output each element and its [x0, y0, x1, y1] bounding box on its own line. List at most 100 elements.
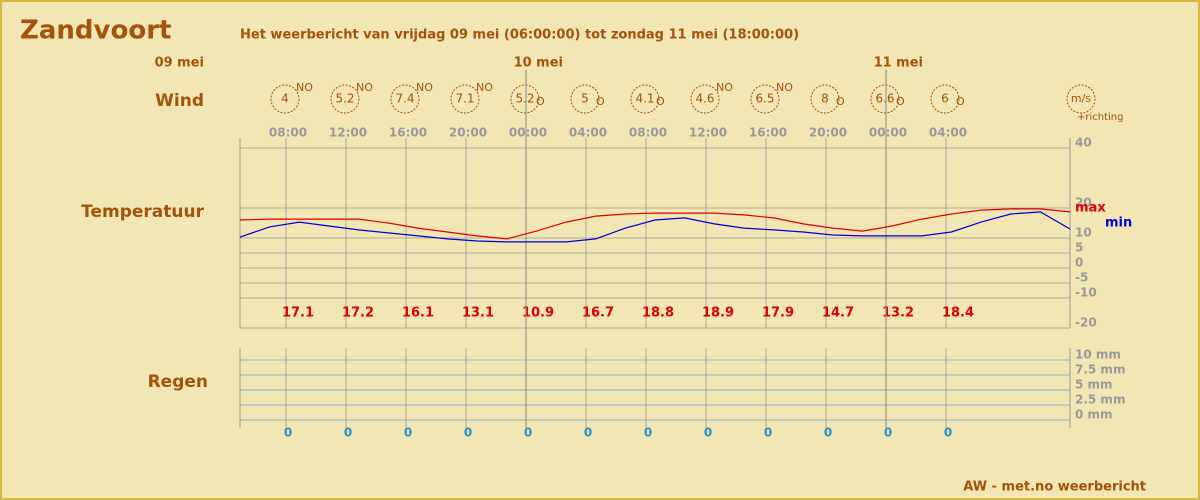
- rain-value: 0: [704, 426, 712, 440]
- y-tick-label: 20: [1075, 196, 1092, 210]
- time-label: 00:00: [509, 126, 547, 140]
- wind-speed: 6.6: [875, 92, 894, 106]
- wind-circle: [570, 84, 600, 114]
- temperature-label: Temperatuur: [81, 202, 204, 222]
- temperature-value: 14.7: [822, 306, 854, 321]
- wind-speed: 5.2: [335, 92, 354, 106]
- time-label: 20:00: [449, 126, 487, 140]
- temperature-value: 17.1: [282, 306, 314, 321]
- y-tick-label: -20: [1075, 316, 1097, 330]
- rain-value: 0: [404, 426, 412, 440]
- wind-circle: [270, 84, 300, 114]
- y-tick-label: 5 mm: [1075, 378, 1113, 392]
- rain-value: 0: [524, 426, 532, 440]
- temperature-value: 17.2: [342, 306, 374, 321]
- time-label: 16:00: [749, 126, 787, 140]
- time-label: 04:00: [929, 126, 967, 140]
- temperature-value: 16.1: [402, 306, 434, 321]
- y-tick-label: 40: [1075, 136, 1092, 150]
- wind-speed: 5: [581, 92, 589, 106]
- temperature-line: [239, 208, 1071, 240]
- y-tick-label: 2.5 mm: [1075, 393, 1125, 407]
- wind-direction: O: [956, 95, 965, 108]
- wind-direction: NO: [356, 81, 373, 94]
- temperature-value: 17.9: [762, 306, 794, 321]
- time-label: 00:00: [869, 126, 907, 140]
- legend-label: max: [1075, 201, 1106, 216]
- y-tick-label: -10: [1075, 286, 1097, 300]
- wind-direction: O: [896, 95, 905, 108]
- time-label: 12:00: [689, 126, 727, 140]
- rain-value: 0: [884, 426, 892, 440]
- wind-speed: 7.1: [455, 92, 474, 106]
- wind-circle: [810, 84, 840, 114]
- wind-direction: O: [536, 95, 545, 108]
- legend-label: min: [1105, 216, 1132, 231]
- time-label: 08:00: [269, 126, 307, 140]
- rain-label: Regen: [148, 372, 208, 392]
- wind-circle: [750, 84, 780, 114]
- rain-value: 0: [944, 426, 952, 440]
- y-tick-label: -5: [1075, 271, 1088, 285]
- rain-value: 0: [584, 426, 592, 440]
- temperature-value: 18.8: [642, 306, 674, 321]
- wind-circle: [930, 84, 960, 114]
- wind-direction: NO: [776, 81, 793, 94]
- wind-direction: NO: [716, 81, 733, 94]
- wind-speed: 4.6: [695, 92, 714, 106]
- wind-direction: NO: [476, 81, 493, 94]
- wind-speed: 4: [281, 92, 289, 106]
- temperature-value: 10.9: [522, 306, 554, 321]
- temperature-value: 13.1: [462, 306, 494, 321]
- rain-value: 0: [824, 426, 832, 440]
- wind-speed: 5.2: [515, 92, 534, 106]
- temperature-value: 18.4: [942, 306, 974, 321]
- wind-circle: [510, 84, 540, 114]
- wind-circle: [390, 84, 420, 114]
- wind-unit: m/s: [1071, 92, 1091, 105]
- y-tick-label: 0 mm: [1075, 408, 1113, 422]
- rain-value: 0: [464, 426, 472, 440]
- rain-value: 0: [344, 426, 352, 440]
- wind-direction: NO: [296, 81, 313, 94]
- y-tick-label: 0: [1075, 256, 1083, 270]
- wind-speed: 7.4: [395, 92, 414, 106]
- wind-direction: O: [836, 95, 845, 108]
- wind-circle: [630, 84, 660, 114]
- wind-circle: [870, 84, 900, 114]
- footer: AW - met.no weerbericht: [963, 480, 1146, 495]
- time-label: 20:00: [809, 126, 847, 140]
- wind-circle: [330, 84, 360, 114]
- wind-direction: NO: [416, 81, 433, 94]
- wind-speed: 6.5: [755, 92, 774, 106]
- wind-circle: [690, 84, 720, 114]
- y-tick-label: 10: [1075, 226, 1092, 240]
- y-tick-label: 10 mm: [1075, 348, 1121, 362]
- day-label: 10 mei: [514, 56, 563, 71]
- temperature-value: 18.9: [702, 306, 734, 321]
- day-label: 11 mei: [874, 56, 923, 71]
- wind-speed: 4.1: [635, 92, 654, 106]
- wind-direction: O: [596, 95, 605, 108]
- subtitle: Het weerbericht van vrijdag 09 mei (06:0…: [240, 28, 799, 43]
- rain-value: 0: [284, 426, 292, 440]
- rain-value: 0: [644, 426, 652, 440]
- wind-label: Wind: [155, 91, 204, 111]
- title: Zandvoort: [20, 16, 171, 46]
- wind-circle: [450, 84, 480, 114]
- rain-value: 0: [764, 426, 772, 440]
- y-tick-label: 7.5 mm: [1075, 363, 1125, 377]
- time-label: 08:00: [629, 126, 667, 140]
- temperature-line: [239, 211, 1071, 243]
- wind-direction: O: [656, 95, 665, 108]
- y-tick-label: 5: [1075, 241, 1083, 255]
- day-label: 09 mei: [155, 56, 204, 71]
- wind-speed: 6: [941, 92, 949, 106]
- wind-speed: 8: [821, 92, 829, 106]
- time-label: 04:00: [569, 126, 607, 140]
- wind-unit-note: +richting: [1077, 112, 1124, 123]
- time-label: 12:00: [329, 126, 367, 140]
